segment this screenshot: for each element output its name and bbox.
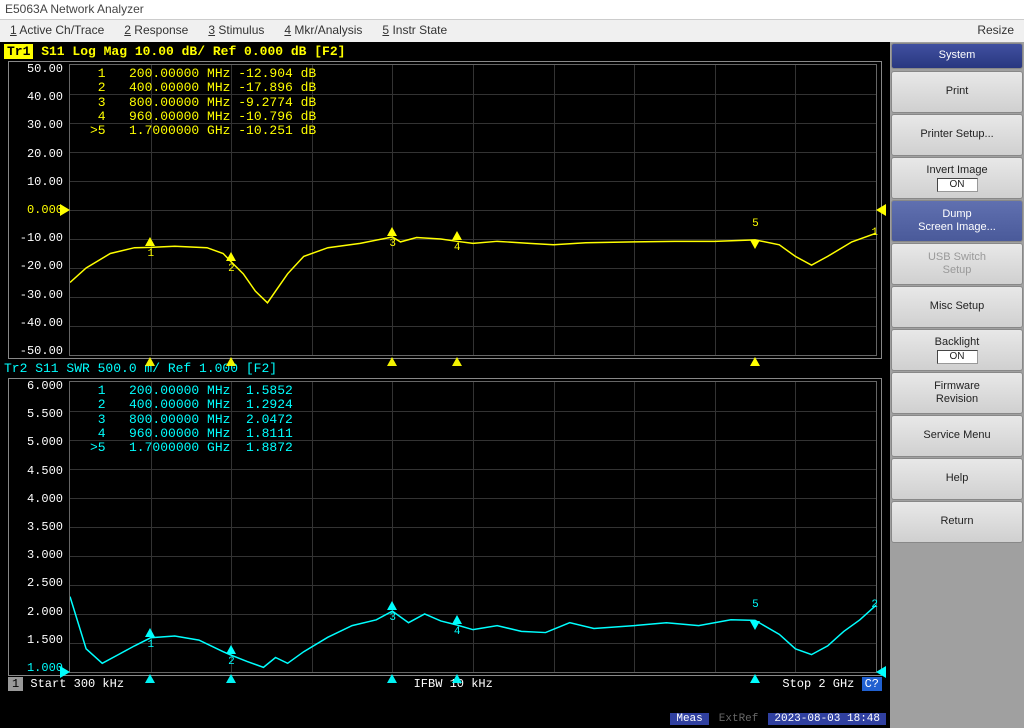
marker-2-indicator[interactable] — [226, 252, 236, 261]
marker-3-indicator[interactable] — [387, 227, 397, 236]
y-tick-label: 40.00 — [13, 90, 63, 104]
marker-4-label: 4 — [454, 626, 461, 638]
y-tick-label: 6.000 — [13, 379, 63, 393]
marker-2-label: 2 — [228, 656, 235, 668]
marker-4-axis-tick[interactable] — [452, 674, 462, 683]
y-tick-label: 3.000 — [13, 548, 63, 562]
trace-end-label: 2 — [871, 599, 878, 611]
y-tick-label: -20.00 — [13, 259, 63, 273]
marker-5-indicator[interactable] — [750, 621, 760, 630]
softkey-header: System — [891, 43, 1023, 69]
marker-5-label: 5 — [752, 599, 759, 611]
marker-3-axis-tick[interactable] — [387, 357, 397, 366]
softkey-return[interactable]: Return — [891, 501, 1023, 543]
softkey-print[interactable]: Print — [891, 71, 1023, 113]
plot-trace1[interactable]: 50.00 40.00 30.00 20.00 10.00 0.000 -10.00 -20.… — [8, 61, 882, 359]
menubar: 1 Active Ch/Trace 2 Response 3 Stimulus 4 M… — [0, 20, 1024, 42]
y-tick-label: -40.00 — [13, 316, 63, 330]
marker-2-indicator[interactable] — [226, 645, 236, 654]
y-tick-label: 4.000 — [13, 492, 63, 506]
y-tick-label: 30.00 — [13, 118, 63, 132]
softkey-service-menu[interactable]: Service Menu — [891, 415, 1023, 457]
status-meas: Meas — [670, 713, 708, 725]
y-tick-label: 2.000 — [13, 605, 63, 619]
menu-response[interactable]: 2 Response — [124, 23, 188, 39]
status-datetime: 2023-08-03 18:48 — [768, 713, 886, 725]
marker-4-indicator[interactable] — [452, 615, 462, 624]
marker-1-indicator[interactable] — [145, 628, 155, 637]
y-tick-label: 5.500 — [13, 407, 63, 421]
trace-end-label: 1 — [871, 227, 878, 239]
y-tick-label: 50.00 — [13, 62, 63, 76]
y-tick-label: -30.00 — [13, 288, 63, 302]
window-title: E5063A Network Analyzer — [5, 2, 144, 16]
cal-status-badge: C? — [862, 677, 882, 691]
marker-3-axis-tick[interactable] — [387, 674, 397, 683]
marker-3-label: 3 — [389, 238, 396, 250]
marker-3-label: 3 — [389, 612, 396, 624]
status-extref: ExtRef — [713, 713, 765, 725]
marker-2-axis-tick[interactable] — [226, 674, 236, 683]
marker-4-axis-tick[interactable] — [452, 357, 462, 366]
marker-1-axis-tick[interactable] — [145, 357, 155, 366]
softkey-panel: System PrintPrinter Setup...Invert Image… — [890, 42, 1024, 728]
trace1-badge: Tr1 — [4, 44, 33, 59]
softkey-printer-setup[interactable]: Printer Setup... — [891, 114, 1023, 156]
marker-1-axis-tick[interactable] — [145, 674, 155, 683]
y-tick-label: 5.000 — [13, 435, 63, 449]
softkey-dump-screen-image[interactable]: DumpScreen Image... — [891, 200, 1023, 242]
marker-1-indicator[interactable] — [145, 237, 155, 246]
softkey-invert-image[interactable]: Invert ImageON — [891, 157, 1023, 199]
y-tick-label: -10.00 — [13, 231, 63, 245]
menu-active-ch-trace[interactable]: 1 Active Ch/Trace — [10, 23, 104, 39]
marker-3-indicator[interactable] — [387, 601, 397, 610]
marker-5-axis-tick[interactable] — [750, 357, 760, 366]
softkey-firmware-revision[interactable]: FirmwareRevision — [891, 372, 1023, 414]
menu-mkr-analysis[interactable]: 4 Mkr/Analysis — [284, 23, 362, 39]
status-bar: Meas ExtRef 2023-08-03 18:48 — [0, 710, 890, 728]
stop-freq: Stop 2 GHz — [782, 677, 854, 691]
marker-4-indicator[interactable] — [452, 231, 462, 240]
menu-resize[interactable]: Resize — [977, 23, 1014, 39]
y-tick-label: 3.500 — [13, 520, 63, 534]
y-tick-label: 0.000 — [13, 203, 63, 217]
marker-5-label: 5 — [752, 218, 759, 230]
marker-1-label: 1 — [147, 639, 154, 651]
start-freq: Start 300 kHz — [30, 677, 124, 691]
trace1-header: Tr1 S11 Log Mag 10.00 dB/ Ref 0.000 dB [… — [0, 42, 890, 61]
plot-trace2[interactable]: 6.000 5.500 5.000 4.500 4.000 3.500 3.000 2.500… — [8, 378, 882, 676]
y-tick-label: 20.00 — [13, 147, 63, 161]
softkey-misc-setup[interactable]: Misc Setup — [891, 286, 1023, 328]
menu-stimulus[interactable]: 3 Stimulus — [208, 23, 264, 39]
y-tick-label: 1.500 — [13, 633, 63, 647]
display-area: Tr1 S11 Log Mag 10.00 dB/ Ref 0.000 dB [… — [0, 42, 890, 728]
marker-5-indicator[interactable] — [750, 240, 760, 249]
softkey-backlight[interactable]: BacklightON — [891, 329, 1023, 371]
marker-4-label: 4 — [454, 242, 461, 254]
y-tick-label: 1.000 — [13, 661, 63, 675]
marker-2-label: 2 — [228, 263, 235, 275]
window-titlebar: E5063A Network Analyzer — [0, 0, 1024, 20]
y-tick-label: -50.00 — [13, 344, 63, 358]
channel-badge: 1 — [8, 677, 23, 691]
y-tick-label: 4.500 — [13, 464, 63, 478]
softkey-help[interactable]: Help — [891, 458, 1023, 500]
menu-instr-state[interactable]: 5 Instr State — [382, 23, 447, 39]
marker-2-axis-tick[interactable] — [226, 357, 236, 366]
y-tick-label: 2.500 — [13, 576, 63, 590]
marker-5-axis-tick[interactable] — [750, 674, 760, 683]
marker-1-label: 1 — [147, 248, 154, 260]
softkey-usb-switch-setup: USB SwitchSetup — [891, 243, 1023, 285]
y-tick-label: 10.00 — [13, 175, 63, 189]
